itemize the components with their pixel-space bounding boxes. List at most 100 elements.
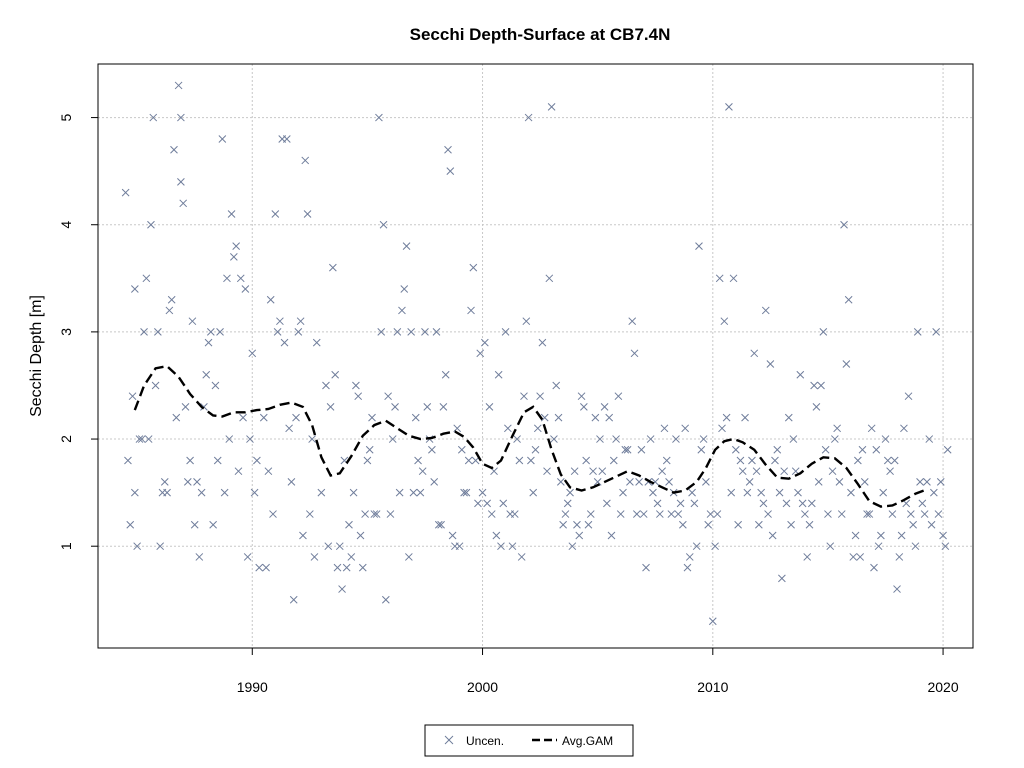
data-point	[667, 510, 676, 518]
data-point	[299, 531, 307, 540]
data-point	[363, 456, 372, 465]
data-point	[365, 445, 374, 454]
data-point	[280, 338, 289, 347]
data-point	[216, 328, 224, 336]
data-point	[794, 488, 802, 497]
data-point	[181, 403, 190, 411]
data-point	[798, 499, 807, 508]
data-point	[504, 424, 512, 433]
data-point	[285, 424, 293, 433]
data-point	[545, 274, 554, 283]
data-point	[547, 103, 556, 111]
data-point	[423, 403, 432, 411]
data-point	[391, 403, 399, 411]
data-point	[824, 510, 832, 518]
data-point	[377, 328, 386, 336]
data-point	[837, 510, 846, 518]
data-point	[752, 467, 761, 476]
data-point	[591, 413, 600, 422]
data-point	[619, 488, 627, 497]
data-point	[598, 467, 607, 476]
data-point	[381, 595, 390, 604]
data-point	[575, 531, 584, 540]
data-point	[130, 488, 139, 497]
data-point	[485, 403, 494, 411]
data-point	[308, 435, 316, 443]
data-point	[398, 306, 406, 315]
data-point	[243, 553, 252, 561]
data-point	[225, 435, 234, 443]
data-point	[646, 435, 655, 443]
data-point	[135, 435, 144, 443]
data-point	[796, 370, 805, 379]
data-point	[358, 563, 367, 572]
y-tick-label: 3	[58, 328, 74, 336]
data-point	[890, 456, 899, 465]
data-point	[430, 478, 439, 486]
data-point	[375, 113, 383, 122]
data-point	[236, 274, 245, 283]
data-point	[197, 488, 206, 497]
x-tick-label: 2020	[927, 679, 958, 695]
data-point	[531, 445, 540, 454]
data-point	[856, 553, 865, 561]
data-point	[867, 424, 876, 433]
data-point	[411, 413, 420, 422]
data-point	[893, 585, 901, 593]
data-point	[706, 510, 715, 518]
data-point	[626, 478, 634, 486]
data-point	[515, 456, 524, 465]
data-point	[508, 542, 517, 551]
data-point	[347, 553, 356, 561]
data-point	[734, 520, 742, 529]
data-point	[787, 520, 795, 529]
data-point	[147, 220, 155, 229]
data-point	[738, 467, 747, 476]
data-point	[193, 478, 201, 486]
data-point	[803, 553, 812, 561]
data-point	[444, 145, 452, 154]
data-point	[384, 392, 392, 401]
data-point	[183, 478, 192, 486]
data-point	[812, 403, 821, 411]
data-point	[847, 488, 855, 497]
data-point	[269, 510, 277, 518]
data-point	[172, 413, 181, 422]
data-point	[637, 445, 646, 454]
data-point	[930, 488, 938, 497]
data-point	[144, 435, 153, 443]
data-point	[492, 531, 501, 540]
data-point	[195, 553, 204, 561]
data-point	[418, 467, 427, 476]
data-point	[354, 392, 363, 401]
data-point	[860, 478, 869, 486]
y-tick-label: 1	[58, 542, 74, 550]
data-point	[676, 499, 685, 508]
data-point	[372, 510, 381, 518]
data-point	[681, 424, 690, 433]
data-point	[556, 478, 565, 486]
data-point	[130, 285, 139, 293]
data-point	[764, 510, 772, 518]
data-point	[211, 381, 220, 390]
data-point	[810, 381, 818, 390]
line-layer	[133, 364, 928, 508]
data-point	[895, 553, 904, 561]
data-point	[658, 467, 666, 476]
data-point	[750, 349, 759, 358]
data-point	[326, 403, 335, 411]
data-point	[402, 242, 411, 251]
data-point	[780, 467, 789, 476]
data-point	[241, 285, 250, 293]
data-point	[213, 456, 222, 465]
data-point	[761, 306, 770, 315]
data-point	[766, 360, 775, 368]
data-point	[759, 499, 768, 508]
data-point	[179, 199, 188, 208]
data-point	[322, 381, 330, 390]
data-point	[133, 542, 141, 551]
data-point	[407, 328, 416, 336]
data-point	[872, 445, 881, 454]
data-point	[174, 81, 183, 90]
